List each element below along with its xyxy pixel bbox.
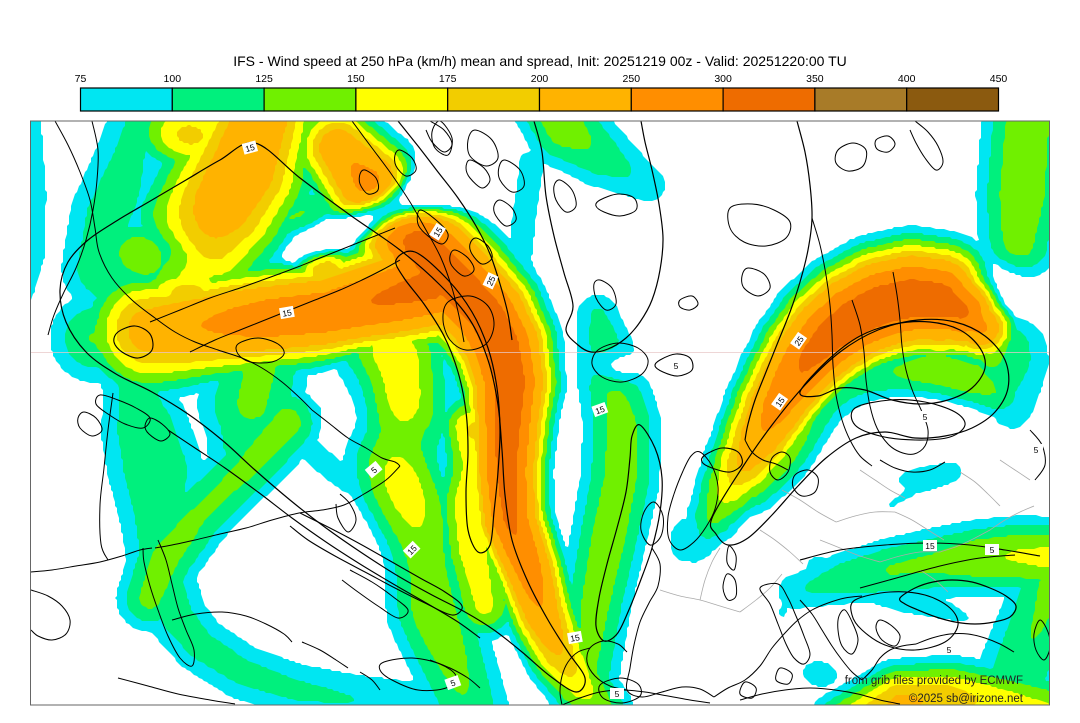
svg-text:5: 5	[947, 645, 952, 655]
svg-text:15: 15	[244, 142, 256, 154]
svg-text:from grib files provided by EC: from grib files provided by ECMWF	[845, 675, 1023, 687]
svg-text:200: 200	[531, 73, 549, 85]
svg-text:IFS - Wind speed at 250 hPa (k: IFS - Wind speed at 250 hPa (km/h) mean …	[233, 53, 847, 69]
svg-text:25: 25	[484, 274, 497, 287]
svg-text:15: 15	[925, 541, 935, 551]
svg-text:450: 450	[990, 73, 1008, 85]
svg-text:250: 250	[623, 73, 641, 85]
svg-text:125: 125	[255, 73, 273, 85]
svg-text:5: 5	[674, 361, 679, 371]
svg-text:75: 75	[75, 73, 87, 85]
svg-text:5: 5	[615, 689, 620, 699]
svg-text:175: 175	[439, 73, 457, 85]
svg-text:5: 5	[990, 545, 995, 555]
svg-text:5: 5	[449, 677, 457, 688]
svg-text:15: 15	[281, 307, 292, 319]
svg-text:15: 15	[594, 404, 607, 417]
svg-text:100: 100	[164, 73, 182, 85]
svg-text:400: 400	[898, 73, 916, 85]
svg-text:5: 5	[923, 412, 928, 422]
svg-text:©2025 sb@irizone.net: ©2025 sb@irizone.net	[909, 693, 1024, 705]
svg-text:350: 350	[806, 73, 824, 85]
svg-text:150: 150	[347, 73, 365, 85]
svg-text:5: 5	[369, 464, 379, 475]
svg-text:15: 15	[569, 632, 580, 644]
svg-text:300: 300	[714, 73, 732, 85]
svg-text:5: 5	[1034, 445, 1039, 455]
